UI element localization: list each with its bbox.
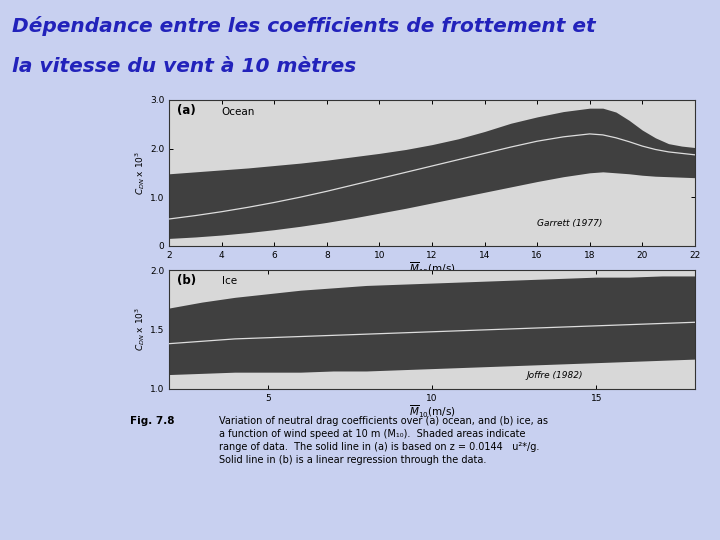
Text: la vitesse du vent à 10 mètres: la vitesse du vent à 10 mètres: [12, 57, 356, 76]
Text: Variation of neutral drag coefficients over (a) ocean, and (b) ice, as
a functio: Variation of neutral drag coefficients o…: [219, 416, 548, 465]
X-axis label: $\overline{M}_{10}$(m/s): $\overline{M}_{10}$(m/s): [409, 261, 455, 277]
Text: Ocean: Ocean: [222, 107, 255, 117]
Text: Garrett (1977): Garrett (1977): [537, 219, 603, 228]
Y-axis label: $C_{DN}$ x 10$^3$: $C_{DN}$ x 10$^3$: [133, 307, 147, 352]
Text: Fig. 7.8: Fig. 7.8: [130, 416, 174, 426]
Text: (b): (b): [177, 274, 197, 287]
Text: Ice: Ice: [222, 276, 237, 286]
Text: Dépendance entre les coefficients de frottement et: Dépendance entre les coefficients de fro…: [12, 16, 595, 36]
Text: (a): (a): [177, 104, 196, 117]
Text: Joffre (1982): Joffre (1982): [526, 372, 583, 381]
X-axis label: $\overline{M}_{10}$(m/s): $\overline{M}_{10}$(m/s): [409, 404, 455, 420]
Y-axis label: $C_{DN}$ x 10$^3$: $C_{DN}$ x 10$^3$: [133, 151, 147, 195]
